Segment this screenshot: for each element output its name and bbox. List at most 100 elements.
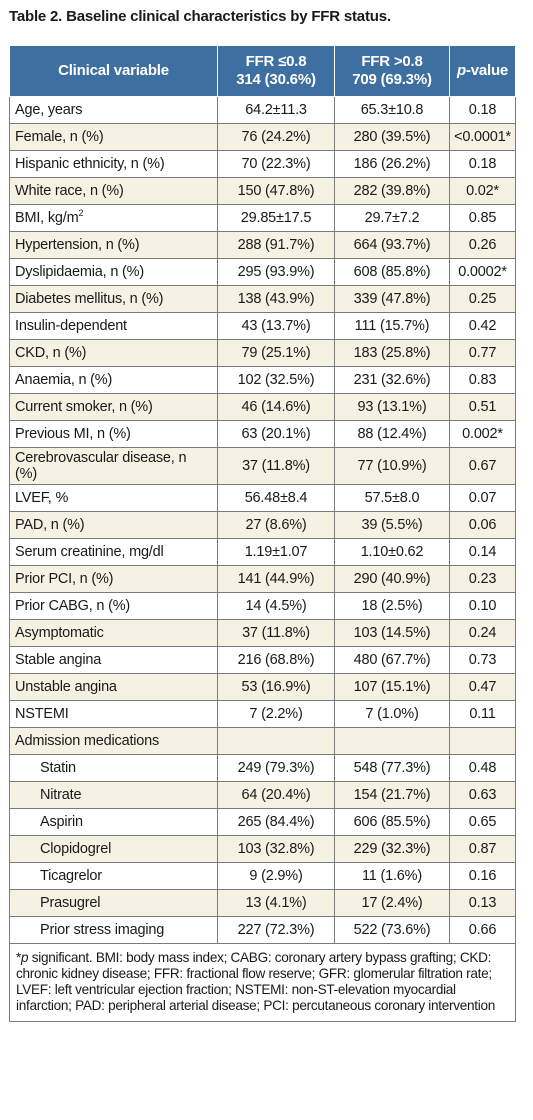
table-row: Ticagrelor 9 (2.9%) 11 (1.6%) 0.16 [9, 862, 516, 890]
ffr-low-value: 56.48±8.4 [217, 484, 335, 512]
table-row: CKD, n (%) 79 (25.1%) 183 (25.8%) 0.77 [9, 339, 516, 367]
ffr-low-value: 79 (25.1%) [217, 339, 335, 367]
p-value: 0.63 [449, 781, 516, 809]
row-label-text: Statin [40, 760, 76, 776]
header-ffr-high: FFR >0.8 709 (69.3%) [334, 45, 450, 97]
ffr-high-value: 103 (14.5%) [334, 619, 450, 647]
ffr-high-value: 480 (67.7%) [334, 646, 450, 674]
ffr-high-value: 18 (2.5%) [334, 592, 450, 620]
p-value: 0.87 [449, 835, 516, 863]
p-value: 0.02* [449, 177, 516, 205]
p-value: 0.25 [449, 285, 516, 313]
row-label-text: White race, n (%) [15, 183, 124, 199]
p-value: 0.67 [449, 447, 516, 485]
ffr-high-value: 339 (47.8%) [334, 285, 450, 313]
row-label-text: Prior stress imaging [40, 922, 165, 938]
row-label: Cerebrovascular disease, n (%) [9, 447, 218, 485]
row-label: Prior PCI, n (%) [9, 565, 218, 593]
row-label-text: Prasugrel [40, 895, 101, 911]
ffr-low-value: 102 (32.5%) [217, 366, 335, 394]
row-label-text: CKD, n (%) [15, 345, 87, 361]
row-label-text: Clopidogrel [40, 841, 112, 857]
ffr-low-value: 249 (79.3%) [217, 754, 335, 782]
row-label: Ticagrelor [9, 862, 218, 890]
ffr-high-value: 39 (5.5%) [334, 511, 450, 539]
footnote-text: significant. BMI: body mass index; CABG:… [16, 950, 495, 1013]
ffr-low-value: 43 (13.7%) [217, 312, 335, 340]
header-clinical-variable: Clinical variable [9, 45, 218, 97]
row-label: PAD, n (%) [9, 511, 218, 539]
table-row: Prior PCI, n (%) 141 (44.9%) 290 (40.9%) 0.… [9, 565, 516, 593]
row-label-text: Prior CABG, n (%) [15, 598, 131, 614]
row-label: Insulin-dependent [9, 312, 218, 340]
row-label-text: Current smoker, n (%) [15, 399, 153, 415]
table-row: Dyslipidaemia, n (%) 295 (93.9%) 608 (85.8… [9, 258, 516, 286]
header-ffr-low: FFR ≤0.8 314 (30.6%) [217, 45, 335, 97]
ffr-low-value: 9 (2.9%) [217, 862, 335, 890]
row-label: Dyslipidaemia, n (%) [9, 258, 218, 286]
ffr-high-value: 93 (13.1%) [334, 393, 450, 421]
row-label: LVEF, % [9, 484, 218, 512]
ffr-high-value: 107 (15.1%) [334, 673, 450, 701]
table-row: Statin 249 (79.3%) 548 (77.3%) 0.48 [9, 754, 516, 782]
p-value: 0.18 [449, 96, 516, 124]
row-label-text: Stable angina [15, 652, 102, 668]
row-label: Aspirin [9, 808, 218, 836]
table-body: Age, years 64.2±11.3 65.3±10.8 0.18 Female, … [9, 96, 516, 944]
row-label: Anaemia, n (%) [9, 366, 218, 394]
ffr-low-value: 7 (2.2%) [217, 700, 335, 728]
ffr-low-value: 295 (93.9%) [217, 258, 335, 286]
ffr-low-value: 76 (24.2%) [217, 123, 335, 151]
row-label: Prasugrel [9, 889, 218, 917]
row-label-superscript: 2 [78, 208, 84, 219]
table-row: Serum creatinine, mg/dl 1.19±1.07 1.10±0.6… [9, 538, 516, 566]
ffr-high-value: 17 (2.4%) [334, 889, 450, 917]
ffr-high-value: 522 (73.6%) [334, 916, 450, 944]
table-row: Unstable angina 53 (16.9%) 107 (15.1%) 0.47 [9, 673, 516, 701]
row-label-text: Cerebrovascular disease, n (%) [15, 450, 187, 482]
p-value: 0.24 [449, 619, 516, 647]
table-footnote-row: *p significant. BMI: body mass index; CA… [9, 943, 516, 1022]
ffr-low-value: 103 (32.8%) [217, 835, 335, 863]
p-value: 0.47 [449, 673, 516, 701]
ffr-low-value: 37 (11.8%) [217, 447, 335, 485]
row-label: Hypertension, n (%) [9, 231, 218, 259]
row-label-text: Serum creatinine, mg/dl [15, 544, 164, 560]
table-footnote: *p significant. BMI: body mass index; CA… [9, 943, 516, 1022]
p-value: 0.42 [449, 312, 516, 340]
table-row: Cerebrovascular disease, n (%) 37 (11.8%)… [9, 447, 516, 485]
p-value: 0.18 [449, 150, 516, 178]
p-value: 0.77 [449, 339, 516, 367]
row-label: Current smoker, n (%) [9, 393, 218, 421]
table-row: Prior stress imaging 227 (72.3%) 522 (73.6… [9, 916, 516, 944]
ffr-low-value: 27 (8.6%) [217, 511, 335, 539]
p-value [449, 727, 516, 755]
row-label-text: Previous MI, n (%) [15, 426, 131, 442]
header-ffr-low-label: FFR ≤0.8 [245, 53, 307, 70]
table-row: Hispanic ethnicity, n (%) 70 (22.3%) 186 (… [9, 150, 516, 178]
row-label: Age, years [9, 96, 218, 124]
table-row: Asymptomatic 37 (11.8%) 103 (14.5%) 0.24 [9, 619, 516, 647]
row-label: Serum creatinine, mg/dl [9, 538, 218, 566]
p-value: 0.23 [449, 565, 516, 593]
row-label-text: Age, years [15, 102, 83, 118]
table-row: Current smoker, n (%) 46 (14.6%) 93 (13.1%… [9, 393, 516, 421]
table-row: Nitrate 64 (20.4%) 154 (21.7%) 0.63 [9, 781, 516, 809]
header-ffr-high-label: FFR >0.8 [361, 53, 423, 70]
row-label-text: LVEF, % [15, 490, 69, 506]
ffr-high-value: 88 (12.4%) [334, 420, 450, 448]
row-label-text: Prior PCI, n (%) [15, 571, 114, 587]
p-value: 0.73 [449, 646, 516, 674]
ffr-low-value: 53 (16.9%) [217, 673, 335, 701]
ffr-high-value: 608 (85.8%) [334, 258, 450, 286]
table-row: Stable angina 216 (68.8%) 480 (67.7%) 0.73 [9, 646, 516, 674]
p-value: 0.65 [449, 808, 516, 836]
ffr-low-value: 70 (22.3%) [217, 150, 335, 178]
header-p-letter: p [456, 62, 466, 79]
row-label-text: Insulin-dependent [15, 318, 127, 334]
row-label-text: Diabetes mellitus, n (%) [15, 291, 164, 307]
table-row: Prior CABG, n (%) 14 (4.5%) 18 (2.5%) 0.10 [9, 592, 516, 620]
row-label-text: Aspirin [40, 814, 83, 830]
row-label-text: Ticagrelor [40, 868, 102, 884]
row-label: Statin [9, 754, 218, 782]
